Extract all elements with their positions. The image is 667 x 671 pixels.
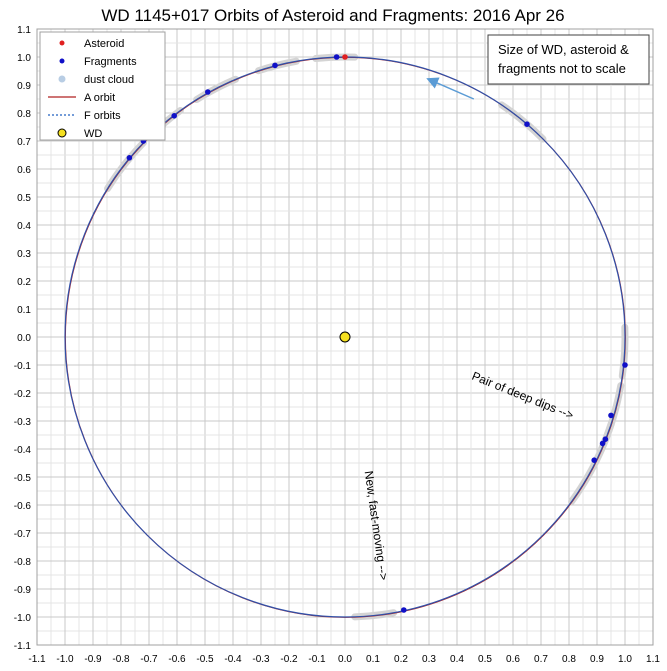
fragment-point [272, 62, 278, 69]
legend-label: WD [84, 128, 102, 140]
y-tick-label: 0.4 [17, 221, 31, 232]
x-tick-label: 1.0 [618, 654, 632, 665]
y-tick-label: -0.8 [14, 557, 32, 568]
asteroid-point [342, 54, 348, 60]
legend-item: Asteroid [59, 38, 124, 50]
y-tick-label: 0.8 [17, 109, 31, 120]
legend-item: WD [57, 128, 102, 140]
legend-item: dust cloud [58, 74, 134, 86]
x-tick-label: -0.5 [196, 654, 214, 665]
y-tick-label: -0.9 [14, 585, 32, 596]
fragment-point [591, 457, 597, 464]
x-tick-label: -1.1 [28, 654, 46, 665]
note-line: Size of WD, asteroid & [498, 42, 629, 57]
x-tick-label: 0.1 [366, 654, 380, 665]
x-tick-label: 1.1 [646, 654, 660, 665]
legend-marker [58, 75, 66, 83]
x-tick-label: 0.6 [506, 654, 520, 665]
y-tick-label: 1.0 [17, 53, 31, 64]
y-tick-label: -0.6 [14, 501, 32, 512]
fragment-point [333, 54, 340, 60]
scale-note: Size of WD, asteroid & fragments not to s… [487, 34, 650, 85]
x-tick-label: 0.4 [450, 654, 464, 665]
y-tick-label: 0.7 [17, 137, 31, 148]
x-tick-label: 0.0 [338, 654, 352, 665]
x-tick-label: 0.3 [422, 654, 436, 665]
tick-labels: -1.1 -1.0 -0.9 -0.8 -0.7 -0.6 -0.5 -0.4 -0.3 -0.2… [14, 25, 661, 665]
x-tick-label: -0.2 [280, 654, 298, 665]
fragment-point [171, 113, 177, 119]
y-tick-label: -1.0 [14, 613, 32, 624]
legend-label: F orbits [84, 110, 121, 122]
plot-area [64, 53, 629, 621]
legend-label: A orbit [84, 92, 115, 104]
legend: Asteroid Fragments dust cloud A orbit F orbi… [39, 31, 166, 141]
x-tick-label: 0.7 [534, 654, 548, 665]
x-tick-label: -0.3 [252, 654, 270, 665]
legend-marker [59, 40, 65, 46]
fragment-point [524, 121, 530, 127]
x-tick-label: -0.8 [112, 654, 130, 665]
fragment-point [622, 362, 628, 368]
y-tick-label: 0.5 [17, 193, 31, 204]
y-tick-label: -0.2 [14, 389, 32, 400]
orbit-direction-arrow [426, 77, 475, 100]
x-tick-label: 0.5 [478, 654, 492, 665]
y-tick-label: 0.9 [17, 81, 31, 92]
x-tick-label: -0.1 [308, 654, 326, 665]
x-tick-label: -0.6 [168, 654, 186, 665]
y-tick-label: 0.0 [17, 333, 31, 344]
x-tick-label: -1.0 [56, 654, 74, 665]
x-tick-label: 0.9 [590, 654, 604, 665]
x-tick-label: 0.8 [562, 654, 576, 665]
x-tick-label: -0.9 [84, 654, 102, 665]
legend-label: dust cloud [84, 74, 134, 86]
fragment-point [608, 412, 614, 419]
fragment-point [205, 89, 211, 95]
legend-marker [57, 128, 67, 138]
y-tick-label: -0.5 [14, 473, 32, 484]
note-box [487, 34, 650, 85]
y-tick-label: -1.1 [14, 641, 32, 652]
legend-item: Fragments [59, 56, 137, 68]
y-tick-label: 0.6 [17, 165, 31, 176]
wd-point [339, 331, 351, 343]
fragment-point [599, 440, 606, 447]
x-tick-label: -0.4 [224, 654, 242, 665]
y-tick-label: 0.2 [17, 277, 31, 288]
y-tick-label: -0.1 [14, 361, 32, 372]
y-tick-label: -0.7 [14, 529, 32, 540]
plot-border [36, 28, 654, 646]
fragment-point [401, 607, 407, 613]
y-tick-label: 1.1 [17, 25, 31, 36]
legend-item: F orbits [48, 110, 121, 122]
legend-marker [59, 58, 65, 64]
x-tick-label: 0.2 [394, 654, 408, 665]
legend-label: Asteroid [84, 38, 124, 50]
fragment-point [602, 436, 609, 443]
y-tick-label: 0.1 [17, 305, 31, 316]
y-tick-label: 0.3 [17, 249, 31, 260]
x-tick-label: -0.7 [140, 654, 158, 665]
chart-title: WD 1145+017 Orbits of Asteroid and Fragm… [101, 6, 564, 25]
legend-item: A orbit [48, 92, 115, 104]
legend-box [39, 31, 166, 141]
legend-label: Fragments [84, 56, 137, 68]
note-line: fragments not to scale [498, 61, 626, 76]
y-tick-label: -0.3 [14, 417, 32, 428]
fragment-point [126, 155, 133, 161]
y-tick-label: -0.4 [14, 445, 32, 456]
